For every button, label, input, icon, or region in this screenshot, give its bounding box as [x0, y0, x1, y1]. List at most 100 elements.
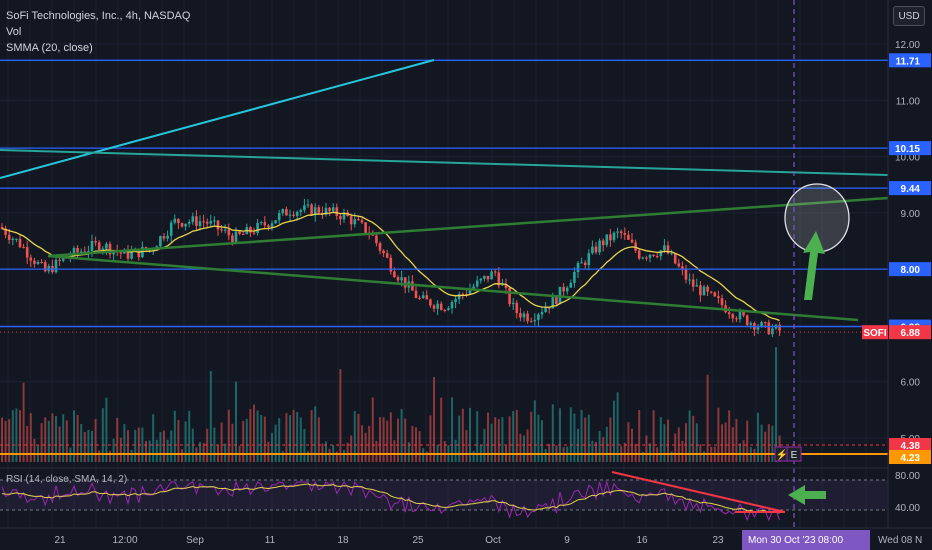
- candle-body[interactable]: [303, 205, 306, 211]
- candle-body[interactable]: [681, 266, 684, 270]
- candle-body[interactable]: [187, 222, 191, 224]
- candle-body[interactable]: [547, 307, 551, 309]
- smma-indicator-label[interactable]: SMMA (20, close): [6, 42, 93, 54]
- candle-body[interactable]: [58, 259, 61, 261]
- candle-body[interactable]: [623, 233, 627, 235]
- candle-body[interactable]: [713, 292, 717, 297]
- candle-body[interactable]: [385, 253, 389, 258]
- candle-body[interactable]: [313, 207, 317, 216]
- candle-body[interactable]: [583, 262, 587, 266]
- candle-body[interactable]: [641, 257, 645, 259]
- candle-body[interactable]: [241, 233, 245, 235]
- candle-body[interactable]: [493, 271, 497, 273]
- candle-body[interactable]: [310, 204, 313, 216]
- candle-body[interactable]: [544, 307, 547, 313]
- symbol-title[interactable]: SoFi Technologies, Inc., 4h, NASDAQ: [6, 10, 191, 22]
- candle-body[interactable]: [472, 286, 475, 290]
- candle-body[interactable]: [15, 238, 18, 240]
- candle-body[interactable]: [652, 254, 655, 257]
- candle-body[interactable]: [126, 249, 130, 259]
- candle-body[interactable]: [137, 248, 141, 258]
- candle-body[interactable]: [0, 226, 4, 229]
- candle-body[interactable]: [659, 250, 663, 257]
- rsi-left-arrow-icon[interactable]: [788, 485, 826, 505]
- up-arrow-icon[interactable]: [803, 231, 825, 300]
- candle-body[interactable]: [573, 272, 576, 283]
- candle-body[interactable]: [364, 222, 367, 233]
- candle-body[interactable]: [432, 305, 436, 309]
- candle-body[interactable]: [292, 214, 295, 216]
- candle-body[interactable]: [429, 299, 432, 306]
- candle-body[interactable]: [418, 297, 421, 299]
- candle-body[interactable]: [94, 241, 97, 243]
- candle-body[interactable]: [508, 287, 511, 305]
- candle-body[interactable]: [324, 207, 328, 215]
- candle-body[interactable]: [587, 253, 591, 266]
- candle-body[interactable]: [234, 231, 238, 243]
- candle-body[interactable]: [306, 204, 310, 206]
- candle-body[interactable]: [259, 222, 263, 224]
- channel-lower-line[interactable]: [47, 254, 859, 322]
- candle-body[interactable]: [767, 322, 771, 335]
- candle-body[interactable]: [285, 209, 288, 216]
- candle-body[interactable]: [522, 313, 526, 318]
- candle-body[interactable]: [666, 245, 670, 254]
- volume-indicator-label[interactable]: Vol: [6, 26, 22, 38]
- candle-body[interactable]: [4, 228, 7, 235]
- candle-body[interactable]: [267, 225, 270, 228]
- candle-body[interactable]: [22, 247, 25, 249]
- candle-body[interactable]: [731, 314, 735, 319]
- candle-body[interactable]: [393, 271, 396, 278]
- candle-body[interactable]: [533, 319, 537, 322]
- candle-body[interactable]: [745, 315, 749, 325]
- candle-body[interactable]: [475, 280, 479, 287]
- time-axis[interactable]: [0, 528, 932, 550]
- candle-body[interactable]: [209, 221, 213, 224]
- candle-body[interactable]: [454, 299, 457, 303]
- candle-body[interactable]: [339, 215, 342, 220]
- candle-body[interactable]: [335, 207, 339, 216]
- candle-body[interactable]: [184, 223, 187, 227]
- candle-body[interactable]: [274, 220, 277, 224]
- candle-body[interactable]: [97, 242, 101, 251]
- candle-body[interactable]: [760, 322, 763, 327]
- candle-body[interactable]: [79, 251, 83, 253]
- candle-body[interactable]: [238, 231, 241, 234]
- candle-body[interactable]: [349, 216, 353, 225]
- candle-body[interactable]: [400, 277, 403, 281]
- candle-body[interactable]: [778, 324, 781, 331]
- candle-body[interactable]: [223, 229, 227, 231]
- candle-body[interactable]: [180, 223, 184, 227]
- candle-body[interactable]: [756, 326, 760, 330]
- candle-body[interactable]: [281, 209, 285, 214]
- candle-body[interactable]: [555, 297, 558, 305]
- candle-body[interactable]: [61, 257, 65, 261]
- candle-body[interactable]: [159, 236, 162, 247]
- candle-body[interactable]: [655, 256, 659, 258]
- candle-body[interactable]: [702, 286, 706, 296]
- candle-body[interactable]: [101, 248, 105, 251]
- candle-body[interactable]: [7, 234, 11, 240]
- candle-body[interactable]: [691, 279, 695, 287]
- channel-upper-line[interactable]: [47, 196, 889, 258]
- candle-body[interactable]: [490, 271, 493, 280]
- candle-body[interactable]: [83, 251, 87, 253]
- candle-body[interactable]: [468, 289, 472, 295]
- candle-body[interactable]: [249, 227, 252, 233]
- candle-body[interactable]: [601, 240, 605, 246]
- candle-body[interactable]: [637, 250, 641, 259]
- candle-body[interactable]: [727, 312, 731, 315]
- candle-body[interactable]: [562, 286, 565, 292]
- candle-body[interactable]: [605, 234, 609, 246]
- candle-body[interactable]: [738, 312, 742, 320]
- candle-body[interactable]: [263, 222, 267, 226]
- candle-body[interactable]: [87, 251, 90, 253]
- candle-body[interactable]: [105, 243, 108, 249]
- candle-body[interactable]: [540, 312, 544, 315]
- candle-body[interactable]: [108, 243, 112, 255]
- candle-body[interactable]: [450, 302, 454, 309]
- candle-body[interactable]: [166, 235, 169, 239]
- candle-body[interactable]: [375, 235, 378, 244]
- earnings-marker[interactable]: [786, 446, 802, 462]
